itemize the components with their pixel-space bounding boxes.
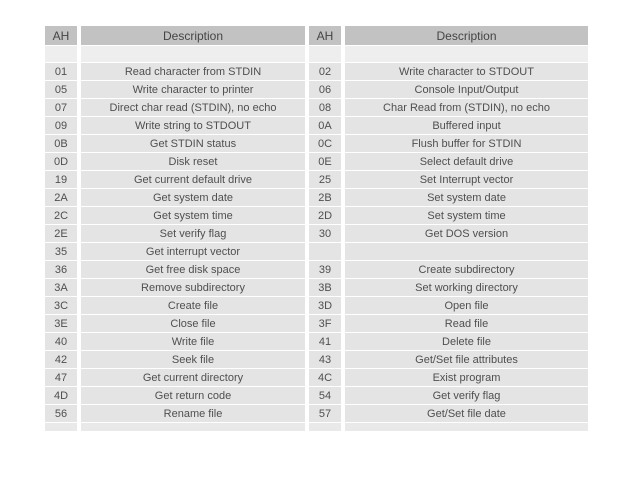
ah-code-cell: 36 (45, 261, 77, 278)
ah-code-cell: 05 (45, 81, 77, 98)
description-cell: Get current default drive (81, 171, 305, 188)
description-cell: Get/Set file attributes (345, 351, 588, 368)
footer-band-cell (309, 423, 341, 431)
description-cell: Get STDIN status (81, 135, 305, 152)
ah-code-cell: 0C (309, 135, 341, 152)
description-cell: Get current directory (81, 369, 305, 386)
ah-code-cell: 35 (45, 243, 77, 260)
description-cell: Disk reset (81, 153, 305, 170)
footer-band-cell (81, 423, 305, 431)
ah-code-cell: 30 (309, 225, 341, 242)
spacer-row-cell (45, 46, 77, 62)
description-cell: Get free disk space (81, 261, 305, 278)
description-cell: Read file (345, 315, 588, 332)
ah-code-cell: 57 (309, 405, 341, 422)
ah-code-cell: 4D (45, 387, 77, 404)
description-cell (345, 243, 588, 260)
ah-code-cell: 25 (309, 171, 341, 188)
description-cell: Flush buffer for STDIN (345, 135, 588, 152)
ah-code-cell: 2A (45, 189, 77, 206)
header-cell-ah: AH (309, 26, 341, 45)
description-cell: Write character to STDOUT (345, 63, 588, 80)
description-cell: Get interrupt vector (81, 243, 305, 260)
ah-code-cell: 0B (45, 135, 77, 152)
ah-code-cell: 0E (309, 153, 341, 170)
description-cell: Exist program (345, 369, 588, 386)
ah-code-cell: 39 (309, 261, 341, 278)
header-cell-description: Description (345, 26, 588, 45)
ah-code-cell: 4C (309, 369, 341, 386)
description-cell: Read character from STDIN (81, 63, 305, 80)
ah-code-cell: 02 (309, 63, 341, 80)
ah-code-cell: 41 (309, 333, 341, 350)
description-cell: Buffered input (345, 117, 588, 134)
ah-code-cell: 43 (309, 351, 341, 368)
description-cell: Set system time (345, 207, 588, 224)
spacer-row-cell (81, 46, 305, 62)
description-cell: Seek file (81, 351, 305, 368)
ah-code-cell: 07 (45, 99, 77, 116)
description-cell: Set system date (345, 189, 588, 206)
ah-code-cell: 2E (45, 225, 77, 242)
description-cell: Write file (81, 333, 305, 350)
ah-code-cell: 40 (45, 333, 77, 350)
description-cell: Get system time (81, 207, 305, 224)
description-cell: Write character to printer (81, 81, 305, 98)
description-cell: Get/Set file date (345, 405, 588, 422)
ah-code-cell: 2B (309, 189, 341, 206)
ah-code-cell: 19 (45, 171, 77, 188)
ah-code-cell: 0A (309, 117, 341, 134)
description-cell: Console Input/Output (345, 81, 588, 98)
description-cell: Char Read from (STDIN), no echo (345, 99, 588, 116)
ah-code-cell: 0D (45, 153, 77, 170)
ah-code-cell: 47 (45, 369, 77, 386)
footer-band-cell (345, 423, 588, 431)
ah-code-cell: 2D (309, 207, 341, 224)
description-cell: Rename file (81, 405, 305, 422)
description-cell: Set working directory (345, 279, 588, 296)
ah-code-cell: 01 (45, 63, 77, 80)
ah-code-cell: 3E (45, 315, 77, 332)
description-cell: Get DOS version (345, 225, 588, 242)
ah-code-cell: 06 (309, 81, 341, 98)
description-cell: Open file (345, 297, 588, 314)
ah-code-cell: 3F (309, 315, 341, 332)
description-cell: Create subdirectory (345, 261, 588, 278)
ah-code-cell: 2C (45, 207, 77, 224)
ah-code-cell: 3A (45, 279, 77, 296)
description-cell: Set Interrupt vector (345, 171, 588, 188)
description-cell: Get verify flag (345, 387, 588, 404)
description-cell: Get return code (81, 387, 305, 404)
ah-code-cell: 3D (309, 297, 341, 314)
description-cell: Remove subdirectory (81, 279, 305, 296)
ah-code-cell: 09 (45, 117, 77, 134)
description-cell: Set verify flag (81, 225, 305, 242)
ah-code-cell: 3B (309, 279, 341, 296)
footer-band-cell (45, 423, 77, 431)
header-cell-ah: AH (45, 26, 77, 45)
dos-function-table: AH Description AH Description 01 Read charact… (45, 26, 588, 431)
ah-code-cell (309, 243, 341, 260)
ah-code-cell: 3C (45, 297, 77, 314)
description-cell: Write string to STDOUT (81, 117, 305, 134)
description-cell: Close file (81, 315, 305, 332)
description-cell: Create file (81, 297, 305, 314)
description-cell: Delete file (345, 333, 588, 350)
ah-code-cell: 56 (45, 405, 77, 422)
ah-code-cell: 08 (309, 99, 341, 116)
spacer-row-cell (309, 46, 341, 62)
description-cell: Select default drive (345, 153, 588, 170)
description-cell: Direct char read (STDIN), no echo (81, 99, 305, 116)
header-cell-description: Description (81, 26, 305, 45)
ah-code-cell: 42 (45, 351, 77, 368)
ah-code-cell: 54 (309, 387, 341, 404)
spacer-row-cell (345, 46, 588, 62)
description-cell: Get system date (81, 189, 305, 206)
